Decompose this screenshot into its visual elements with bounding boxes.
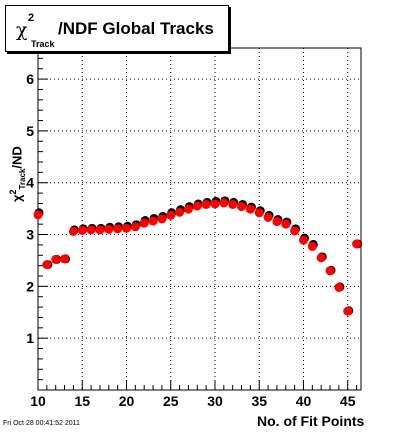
y-label-rest: /ND [9, 146, 25, 169]
x-tick-label: 10 [30, 393, 46, 409]
data-point [192, 201, 202, 211]
data-point [325, 266, 335, 276]
y-label-chi: χ [9, 194, 25, 202]
data-point [210, 199, 220, 209]
title-chi: χ [16, 19, 28, 41]
plot-frame [37, 47, 362, 391]
data-point [175, 207, 185, 217]
y-tick-label: 1 [26, 330, 34, 346]
data-point [183, 204, 193, 214]
x-tick-label: 25 [163, 393, 179, 409]
data-point [130, 222, 140, 232]
y-label-sup: 2 [8, 189, 18, 195]
data-point [139, 218, 149, 228]
data-point [166, 210, 176, 220]
title-subscript: Track [31, 39, 55, 49]
data-point [334, 282, 344, 292]
data-point [77, 225, 87, 235]
timestamp-footer: Fri Oct 28 00:41:52 2011 [3, 420, 80, 427]
y-tick-label: 6 [26, 71, 34, 87]
x-tick-label: 35 [251, 393, 267, 409]
data-point [42, 260, 52, 270]
data-point [148, 216, 158, 226]
data-point [263, 212, 273, 222]
data-points [33, 196, 363, 316]
x-tick-label: 40 [296, 393, 312, 409]
data-point [201, 199, 211, 209]
y-label-sub: Track [17, 168, 27, 190]
data-point [254, 208, 264, 218]
data-point [307, 241, 317, 251]
data-point [237, 202, 247, 212]
data-point [60, 254, 70, 264]
x-tick-label: 45 [340, 393, 356, 409]
data-point [316, 253, 326, 263]
axis-ticks [37, 57, 358, 390]
title-superscript: 2 [28, 12, 35, 24]
x-axis-label: No. of Fit Points [257, 413, 365, 429]
x-tick-label: 30 [207, 393, 223, 409]
x-tick-label: 20 [119, 393, 135, 409]
data-point [245, 204, 255, 214]
data-point [272, 217, 282, 227]
y-tick-label: 5 [26, 123, 34, 139]
data-point [298, 235, 308, 245]
data-point [95, 225, 105, 235]
data-point [219, 198, 229, 208]
data-point [86, 225, 96, 235]
data-point [290, 226, 300, 236]
data-point [113, 224, 123, 234]
y-tick-label: 4 [26, 175, 34, 191]
data-point [68, 226, 78, 236]
x-tick-label: 15 [74, 393, 90, 409]
grid [37, 48, 361, 390]
chart-title-box: χ 2 Track /NDF Global Tracks [5, 5, 229, 52]
data-point [104, 224, 114, 234]
data-point [228, 199, 238, 209]
data-point [157, 214, 167, 224]
data-point [51, 254, 61, 264]
y-axis-label: χ2Track/ND [3, 132, 33, 202]
y-tick-label: 2 [26, 278, 34, 294]
data-point [121, 223, 131, 233]
chart-title: /NDF Global Tracks [58, 19, 214, 38]
data-point [343, 306, 353, 316]
y-tick-label: 3 [26, 227, 34, 243]
data-point [352, 239, 362, 249]
data-point [281, 219, 291, 229]
data-point [33, 210, 43, 220]
